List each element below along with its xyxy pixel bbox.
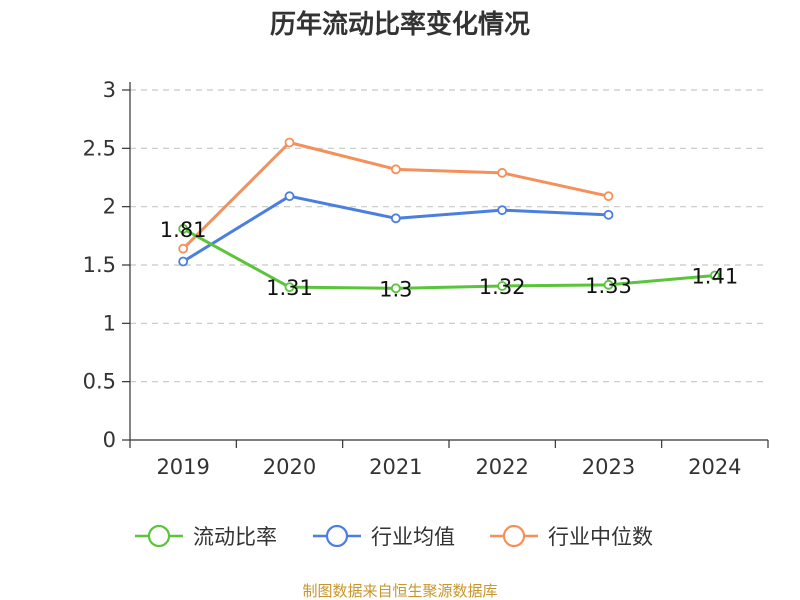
y-tick-label: 1 [103, 311, 116, 335]
data-point [497, 281, 508, 291]
series-line-2 [182, 141, 609, 250]
legend-label: 流动比率 [193, 525, 277, 549]
data-point [284, 137, 295, 148]
data-point [603, 191, 614, 202]
data-point [284, 191, 295, 202]
series-line-1 [182, 194, 609, 263]
data-label: 1.81 [160, 218, 207, 242]
series-lines [178, 137, 720, 294]
legend-item-2[interactable]: 行业中位数 [490, 524, 653, 549]
y-tick-label: 1.5 [83, 253, 116, 277]
data-point [497, 205, 508, 216]
data-point [390, 283, 401, 294]
y-tick-label: 0 [103, 428, 116, 452]
x-tick-label: 2020 [263, 455, 316, 479]
legend-label: 行业中位数 [548, 525, 653, 549]
data-point [284, 282, 295, 293]
data-label: 1.3 [379, 277, 412, 301]
legend-label: 行业均值 [371, 525, 455, 549]
legend-marker-icon [147, 524, 171, 548]
legend-marker-icon [502, 524, 526, 548]
y-tick-label: 2 [103, 195, 116, 219]
data-label: 1.41 [691, 265, 738, 289]
grid-lines [130, 89, 768, 383]
chart-title: 历年流动比率变化情况 [270, 9, 530, 40]
y-tick-label: 0.5 [83, 370, 116, 394]
x-tick-label: 2024 [688, 455, 741, 479]
legend-item-1[interactable]: 行业均值 [313, 524, 455, 549]
data-point [178, 243, 189, 254]
data-point [390, 213, 401, 224]
axes: 0 0.5 1 1.5 2 2.5 3 2019 2020 2021 2022 2023 2024 [83, 78, 769, 479]
legend[interactable]: 流动比率 行业均值 行业中位数 [135, 524, 653, 549]
data-point [178, 223, 189, 234]
data-point [390, 164, 401, 175]
y-tick-label: 3 [103, 78, 116, 102]
data-label: 1.31 [266, 276, 313, 300]
data-labels: 1.81 1.31 1.3 1.32 1.33 1.41 [160, 218, 738, 302]
y-tick-label: 2.5 [83, 136, 116, 160]
legend-marker-icon [325, 524, 349, 548]
series-line-0 [182, 227, 715, 290]
x-tick-label: 2023 [582, 455, 635, 479]
source-note: 制图数据来自恒生聚源数据库 [302, 582, 497, 600]
legend-item-0[interactable]: 流动比率 [135, 524, 277, 549]
x-tick-label: 2021 [369, 455, 422, 479]
data-label: 1.33 [585, 274, 632, 298]
data-point [603, 279, 614, 290]
data-point [178, 256, 189, 267]
data-point [709, 270, 720, 281]
data-label: 1.32 [479, 275, 526, 299]
data-point [497, 167, 508, 178]
data-point [603, 209, 614, 220]
x-tick-label: 2022 [475, 455, 528, 479]
x-tick-label: 2019 [156, 455, 209, 479]
